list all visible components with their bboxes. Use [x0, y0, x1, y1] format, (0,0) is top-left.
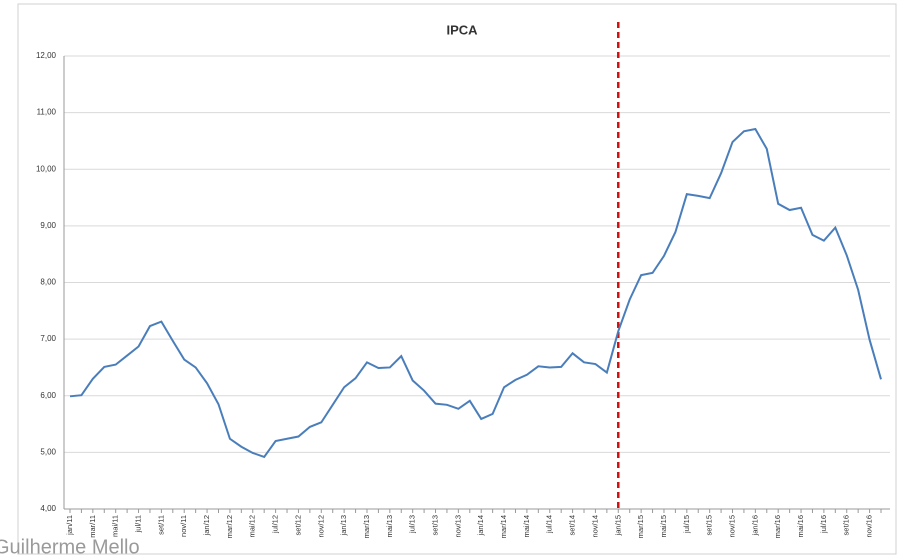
x-tick-label: mar/12 [225, 515, 234, 538]
x-tick-label: mar/13 [362, 515, 371, 538]
y-tick-label: 11,00 [37, 108, 57, 117]
chart-frame [17, 3, 897, 555]
x-tick-label: set/12 [293, 515, 302, 535]
x-tick-label: nov/16 [865, 515, 874, 538]
y-tick-label: 12,00 [36, 51, 57, 60]
x-tick-label: jan/13 [339, 515, 348, 536]
x-tick-label: mai/14 [522, 515, 531, 538]
x-tick-label: mai/11 [111, 515, 120, 537]
y-tick-label: 6,00 [40, 391, 56, 400]
x-tick-label: nov/13 [453, 515, 462, 538]
x-tick-label: jul/14 [545, 515, 554, 534]
x-tick-label: mar/11 [88, 515, 97, 538]
x-tick-label: jan/15 [613, 515, 622, 536]
chart-title: IPCA [446, 22, 478, 37]
y-tick-label: 5,00 [40, 447, 56, 456]
data-line [69, 127, 882, 459]
y-tick-label: 10,00 [36, 164, 57, 173]
x-tick-label: jan/16 [750, 515, 759, 536]
x-tick-label: jan/11 [65, 515, 74, 536]
watermark: Guilherme Mello [0, 536, 140, 555]
y-tick-label: 7,00 [40, 334, 56, 343]
x-tick-label: nov/12 [316, 515, 325, 538]
x-tick-label: mai/15 [659, 515, 668, 538]
x-tick-label: mar/15 [636, 515, 645, 538]
x-tick-label: mai/12 [248, 515, 257, 538]
x-tick-label: set/14 [568, 515, 577, 535]
y-tick-label: 4,00 [40, 504, 56, 513]
x-tick-label: jul/15 [682, 515, 691, 534]
x-tick-label: set/15 [705, 515, 714, 535]
x-tick-label: jul/12 [271, 515, 280, 534]
x-tick-label: jan/14 [476, 515, 485, 536]
x-tick-label: jul/13 [408, 515, 417, 534]
x-tick-label: mar/16 [773, 515, 782, 538]
x-tick-label: mai/16 [796, 515, 805, 538]
x-tick-label: nov/15 [727, 515, 736, 538]
x-tick-label: jan/12 [202, 515, 211, 536]
y-tick-label: 8,00 [40, 278, 56, 287]
x-tick-label: set/13 [431, 515, 440, 535]
x-tick-label: set/16 [842, 515, 851, 535]
x-tick-label: mar/14 [499, 515, 508, 538]
x-tick-label: nov/11 [179, 515, 188, 537]
x-tick-label: nov/14 [590, 515, 599, 538]
x-tick-label: jul/16 [819, 515, 828, 534]
x-tick-label: jul/11 [134, 515, 143, 533]
x-tick-label: set/11 [156, 515, 165, 535]
x-tick-label: mai/13 [385, 515, 394, 538]
y-tick-label: 9,00 [40, 221, 56, 230]
